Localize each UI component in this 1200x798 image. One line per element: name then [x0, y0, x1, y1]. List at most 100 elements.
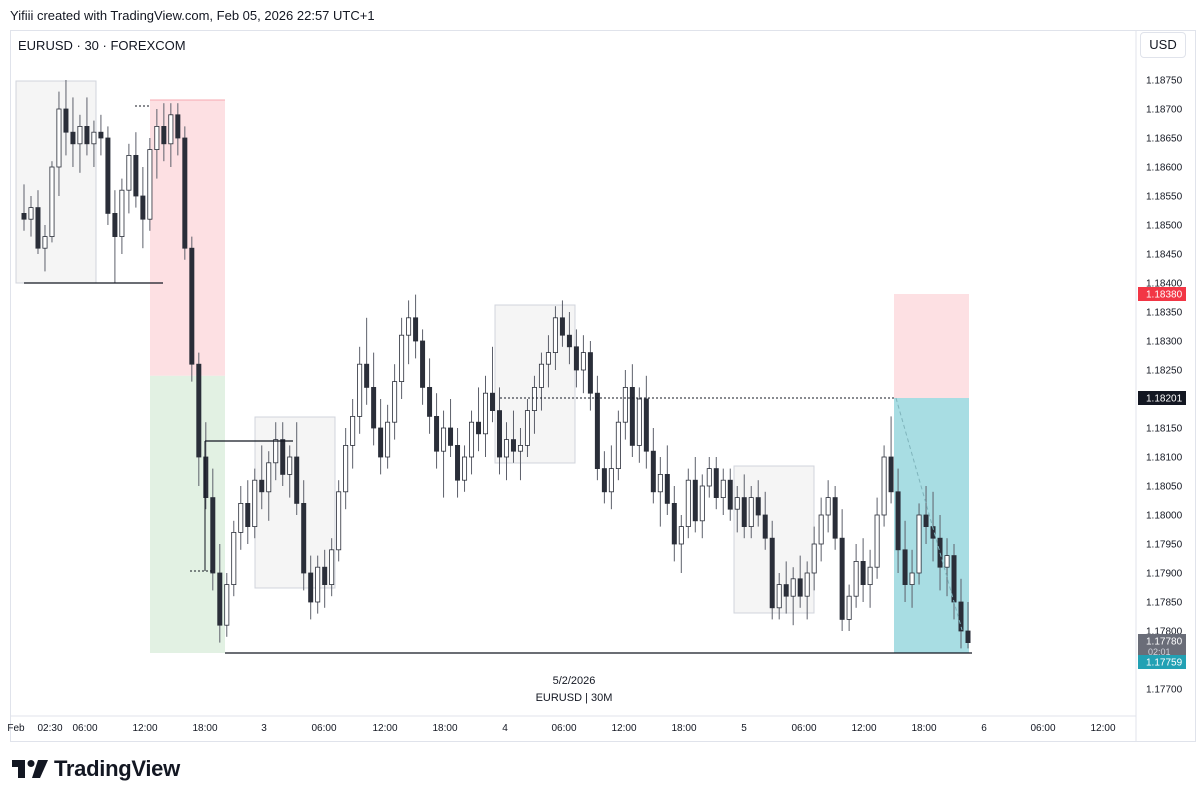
candle-body [601, 468, 607, 493]
candle-body [958, 601, 964, 632]
candle-body [573, 346, 579, 371]
candle-body [937, 537, 943, 568]
candle-body [944, 555, 950, 568]
price-tag-label: 1.18380 [1146, 290, 1183, 301]
y-tick-label: 1.18550 [1146, 192, 1183, 203]
candle-body [462, 456, 468, 481]
candle-body [483, 392, 489, 435]
candle-body [517, 444, 523, 452]
candle-body [622, 386, 628, 423]
x-tick-label: Feb [7, 723, 25, 734]
y-tick-label: 1.17900 [1146, 569, 1183, 580]
candle-body [371, 386, 377, 429]
x-tick-label: 12:00 [1090, 723, 1115, 734]
x-tick-label: 12:00 [372, 723, 397, 734]
x-tick-label: 18:00 [432, 723, 457, 734]
candle-body [98, 131, 104, 139]
x-tick-label: 12:00 [132, 723, 157, 734]
x-tick-label: 06:00 [1030, 723, 1055, 734]
candle-body [783, 584, 789, 597]
candle-body [168, 114, 174, 145]
candle-body [203, 456, 209, 498]
candle-body [818, 514, 824, 545]
candle-body [867, 566, 873, 586]
symbol-line[interactable]: EURUSD · 30 · FOREXCOM [18, 38, 186, 53]
x-tick-label: 6 [981, 723, 987, 734]
candle-body [685, 479, 691, 528]
currency-button[interactable]: USD [1140, 32, 1186, 58]
candle-body [643, 398, 649, 452]
x-tick-label: 18:00 [911, 723, 936, 734]
candle-body [755, 497, 761, 516]
y-tick-label: 1.18450 [1146, 250, 1183, 261]
candle-body [776, 584, 782, 609]
y-tick-label: 1.18700 [1146, 105, 1183, 116]
chart-frame [10, 30, 1196, 742]
candle-body [56, 108, 62, 168]
candle-body [105, 137, 111, 214]
candle-body [364, 363, 370, 388]
x-tick-label: 18:00 [192, 723, 217, 734]
y-tick-label: 1.18600 [1146, 163, 1183, 174]
candle-body [832, 497, 838, 539]
candle-body [245, 502, 251, 527]
candle-body [49, 166, 55, 237]
candle-body [252, 479, 258, 528]
candle-body [587, 352, 593, 394]
x-tick-label: 3 [261, 723, 267, 734]
candle-body [357, 363, 363, 417]
candle-body [748, 497, 754, 528]
candle-body [441, 427, 447, 452]
candle-body [538, 363, 544, 388]
candle-body [231, 532, 237, 586]
candle-body [266, 462, 272, 493]
consolidation-box-1 [15, 80, 97, 284]
y-tick-label: 1.17700 [1146, 685, 1183, 696]
candle-body [210, 497, 216, 574]
y-tick-label: 1.18000 [1146, 511, 1183, 522]
price-tag-label: 1.17759 [1146, 658, 1183, 669]
candle-body [112, 212, 118, 237]
candle-body [629, 386, 635, 446]
projection-line [895, 397, 963, 631]
candle-body [902, 549, 908, 585]
candle-body [77, 126, 83, 145]
candle-body [196, 363, 202, 458]
candle-body [182, 137, 188, 249]
candle-body [692, 479, 698, 522]
x-tick-label: 06:00 [72, 723, 97, 734]
candle-body [909, 572, 915, 585]
y-tick-label: 1.18250 [1146, 366, 1183, 377]
candle-body [545, 352, 551, 365]
candle-body [510, 439, 516, 452]
candle-body [84, 126, 90, 145]
candle-body [126, 154, 132, 191]
candles-group [21, 80, 971, 649]
candle-body [608, 468, 614, 493]
price-tag-black [1138, 391, 1186, 405]
candle-body [287, 456, 293, 475]
candle-body [496, 410, 502, 458]
candle-body [189, 247, 195, 365]
y-tick-label: 1.18400 [1146, 279, 1183, 290]
candle-body [308, 572, 314, 603]
candle-body [720, 479, 726, 499]
candle-body [399, 334, 405, 383]
candle-body [923, 514, 929, 527]
price-tag-grey [1138, 634, 1186, 656]
tradingview-logo-icon [12, 760, 48, 778]
candle-body [140, 195, 146, 220]
candle-body [811, 543, 817, 574]
stop-zone-left [150, 100, 225, 376]
candle-body [476, 421, 482, 435]
candle-body [455, 444, 461, 481]
candle-body [378, 427, 384, 458]
candle-body [154, 126, 160, 151]
candle-body [490, 392, 496, 412]
candle-body [35, 207, 41, 249]
candle-body [406, 317, 412, 336]
candle-body [881, 456, 887, 516]
x-tick-label: 06:00 [791, 723, 816, 734]
candle-body [343, 444, 349, 493]
